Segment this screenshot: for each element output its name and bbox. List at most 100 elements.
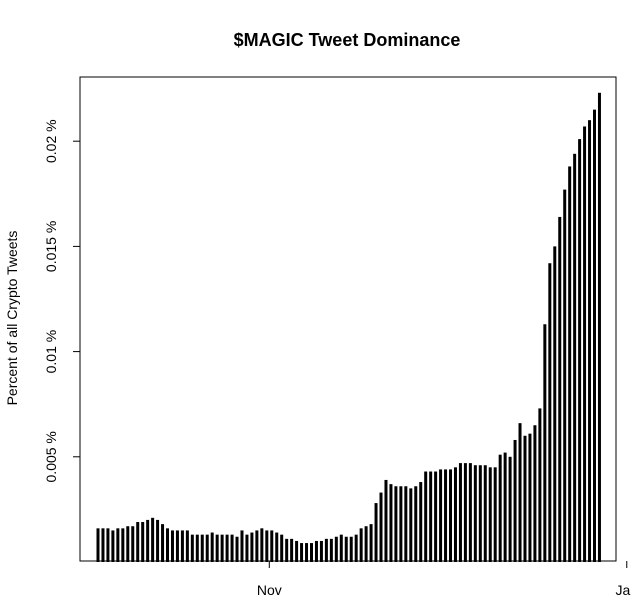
y-axis-label: Percent of all Crypto Tweets [4,231,20,406]
bar [374,503,378,562]
bar [121,528,125,562]
bar [131,526,135,562]
bar [329,538,333,562]
bar [429,471,433,562]
bar [583,126,587,562]
bar [503,452,507,562]
y-tick-label: 0.015 % [43,221,59,272]
bar [558,216,562,562]
bar [295,540,299,562]
bar [597,92,601,562]
bar [324,538,328,562]
bar [305,543,309,562]
bar [180,530,184,562]
bar [314,540,318,562]
bar [434,471,438,562]
bar [344,536,348,562]
bar [215,534,219,562]
bar [185,530,189,562]
y-axis: 0.005 % 0.01 % 0.015 % 0.02 % [43,119,80,482]
bar [146,519,150,562]
bars [96,92,601,562]
bar [409,488,413,562]
bar [190,534,194,562]
x-axis: Nov Jan [257,561,631,598]
bar [151,517,155,562]
bar [414,486,418,562]
bar [379,492,383,562]
bar [255,530,259,562]
bar [424,471,428,562]
bar [300,543,304,562]
bar [369,524,373,562]
bar [205,534,209,562]
bar [473,465,477,562]
bar [106,528,110,562]
bar [166,528,170,562]
bar [493,467,497,562]
bar [175,530,179,562]
bar [285,538,289,562]
bar [319,540,323,562]
bar [354,534,358,562]
bar [419,482,423,562]
bar [404,486,408,562]
bar [578,139,582,562]
bar [111,530,115,562]
bar [156,519,160,562]
bar [225,534,229,562]
x-tick-label: Nov [257,582,282,598]
bar [548,263,552,562]
y-tick-label: 0.01 % [43,330,59,374]
bar [349,536,353,562]
bar [275,532,279,562]
bar [498,454,502,562]
bar [359,528,363,562]
bar [394,486,398,562]
bar [399,486,403,562]
bar [170,530,174,562]
bar [126,526,130,562]
bar [195,534,199,562]
bar [593,109,596,562]
bar [141,522,145,562]
bar [220,534,224,562]
bar [528,433,532,562]
bar [533,425,537,562]
bar [96,528,100,562]
x-tick-label: Jan [615,582,631,598]
bar [573,153,577,562]
bar [518,423,522,562]
bar [230,534,234,562]
bar [250,532,254,562]
bar [478,465,482,562]
plot-frame [79,76,617,562]
bar [468,463,472,562]
bar [483,465,487,562]
bar [280,534,284,562]
bar [364,526,368,562]
bar [588,120,592,562]
bar [449,469,453,562]
bar [389,484,393,562]
bar [161,524,165,562]
bar [553,246,557,562]
y-tick-label: 0.005 % [43,431,59,482]
bar [508,456,512,562]
bar [270,530,274,562]
bar [136,522,140,562]
bar [463,463,467,562]
bar [200,534,204,562]
bar [210,532,214,562]
bar [523,435,527,562]
bar [240,530,244,562]
bar [101,528,105,562]
bar [116,528,120,562]
y-tick-label: 0.02 % [43,119,59,163]
bar [543,324,547,562]
bar [563,189,567,562]
bar [260,528,264,562]
bar [290,538,294,562]
bar [488,467,492,562]
